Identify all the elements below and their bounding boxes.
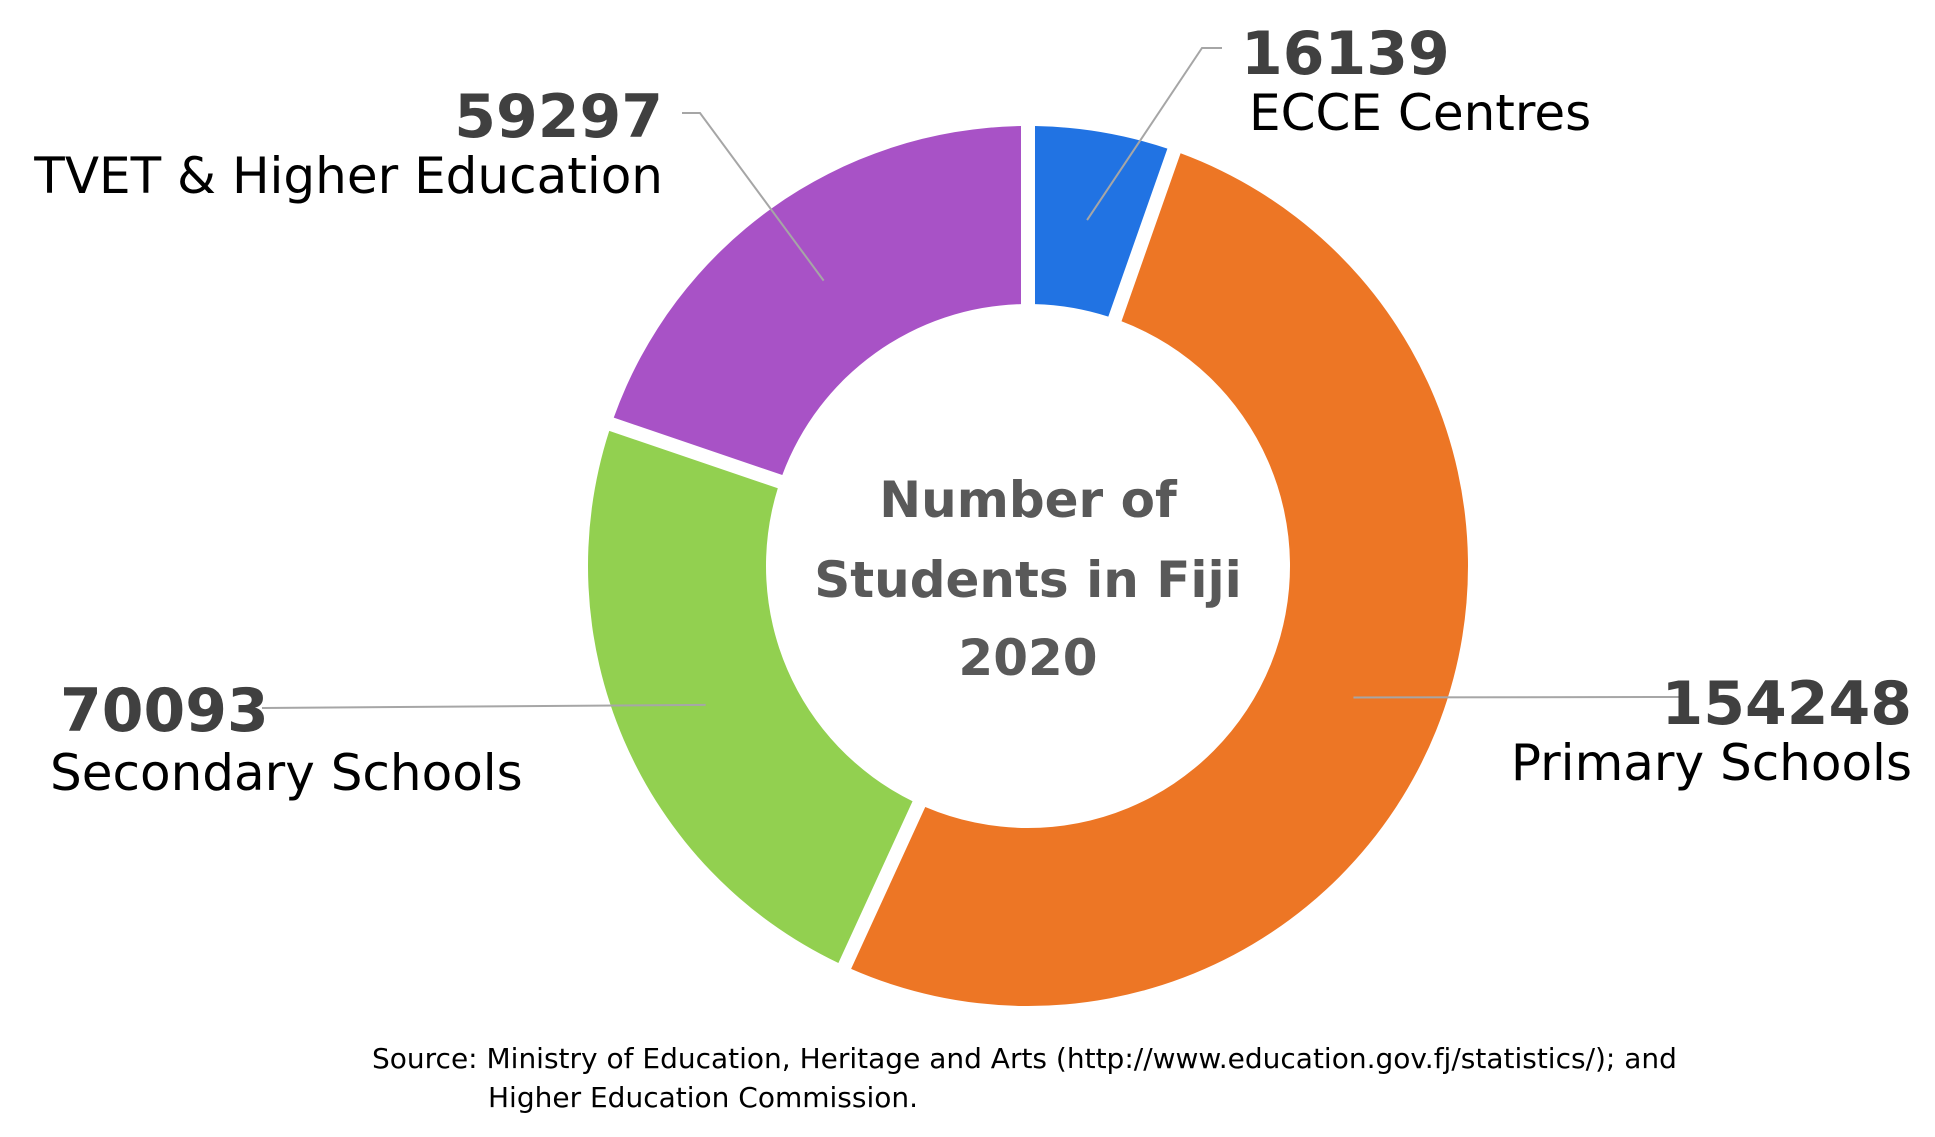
source-line-2: Higher Education Commission. xyxy=(488,1081,918,1114)
leader-lines xyxy=(261,47,1684,709)
source-line-1: Source: Ministry of Education, Heritage … xyxy=(372,1042,1677,1075)
center-title: Number of Students in Fiji 2020 xyxy=(814,471,1242,687)
data-label-value-primary: 154248 xyxy=(1662,669,1913,739)
center-title-line-3: 2020 xyxy=(958,629,1097,687)
data-label-category-secondary: Secondary Schools xyxy=(50,744,523,802)
slice-tvet xyxy=(613,126,1022,476)
leader-line-ecce xyxy=(1086,47,1222,221)
slice-ecce xyxy=(1034,126,1168,317)
data-labels: 16139 ECCE Centres 154248 Primary School… xyxy=(33,19,1912,802)
data-label-category-primary: Primary Schools xyxy=(1511,734,1912,792)
center-title-line-2: Students in Fiji xyxy=(814,551,1242,609)
slice-primary xyxy=(851,153,1468,1006)
data-label-category-tvet: TVET & Higher Education xyxy=(33,147,663,205)
leader-line-tvet xyxy=(682,112,825,282)
center-title-line-1: Number of xyxy=(879,471,1178,529)
data-label-value-tvet: 59297 xyxy=(454,82,663,152)
data-label-value-secondary: 70093 xyxy=(60,676,269,746)
donut-slices xyxy=(588,126,1468,1006)
data-label-value-ecce: 16139 xyxy=(1241,19,1450,89)
source-note: Source: Ministry of Education, Heritage … xyxy=(372,1042,1677,1114)
slice-secondary xyxy=(588,430,913,964)
leader-line-secondary xyxy=(261,703,706,709)
data-label-category-ecce: ECCE Centres xyxy=(1249,84,1591,142)
